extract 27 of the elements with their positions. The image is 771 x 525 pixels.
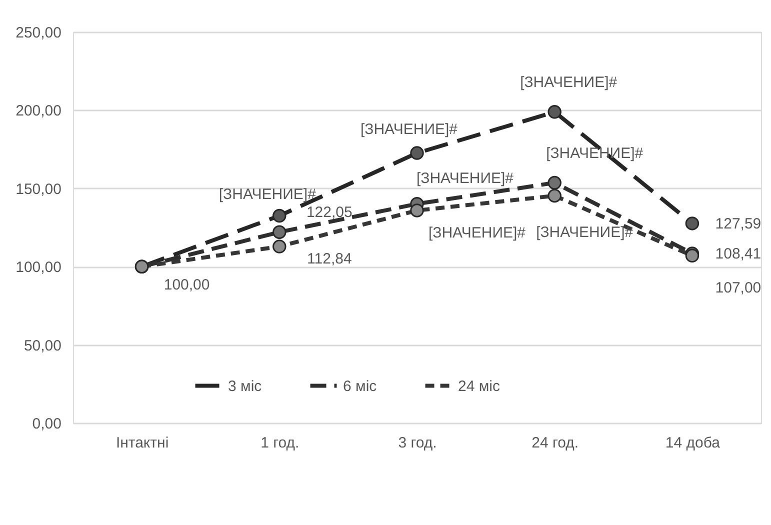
data-label: [ЗНАЧЕНИЕ]# [416, 170, 514, 187]
data-label: [ЗНАЧЕНИЕ]# [218, 186, 317, 203]
legend-label: 24 міс [458, 378, 500, 395]
y-tick-label: 200,00 [16, 102, 62, 120]
data-label: [ЗНАЧЕНИЕ]# [520, 74, 618, 91]
x-tick-label: 1 год. [260, 434, 300, 452]
data-label: 127,59 [715, 215, 762, 232]
y-tick-label: 50,00 [24, 337, 62, 354]
x-tick-label: 24 год. [532, 434, 579, 452]
data-label: [ЗНАЧЕНИЕ]# [536, 224, 634, 241]
legend-label: 6 міс [343, 378, 378, 395]
y-tick-label: 250,00 [16, 24, 62, 42]
y-tick-label: 100,00 [16, 259, 62, 276]
x-tick-label: 14 доба [665, 434, 721, 452]
data-label: [ЗНАЧЕНИЕ]# [428, 224, 526, 242]
x-tick-label: Інтактні [116, 434, 169, 452]
legend-label: 3 міс [228, 378, 262, 395]
data-label: 122,05 [306, 204, 352, 222]
data-label: 112,84 [307, 250, 352, 268]
data-label: 107,00 [715, 280, 762, 297]
data-label: 100,00 [164, 276, 210, 294]
y-tick-label: 0,00 [32, 416, 62, 432]
data-label: [ЗНАЧЕНИЕ]# [546, 144, 644, 162]
data-label: 108,41 [715, 245, 762, 262]
data-label: [ЗНАЧЕНИЕ]# [360, 121, 458, 138]
y-tick-label: 150,00 [16, 180, 62, 198]
x-tick-label: 3 год. [398, 434, 437, 452]
